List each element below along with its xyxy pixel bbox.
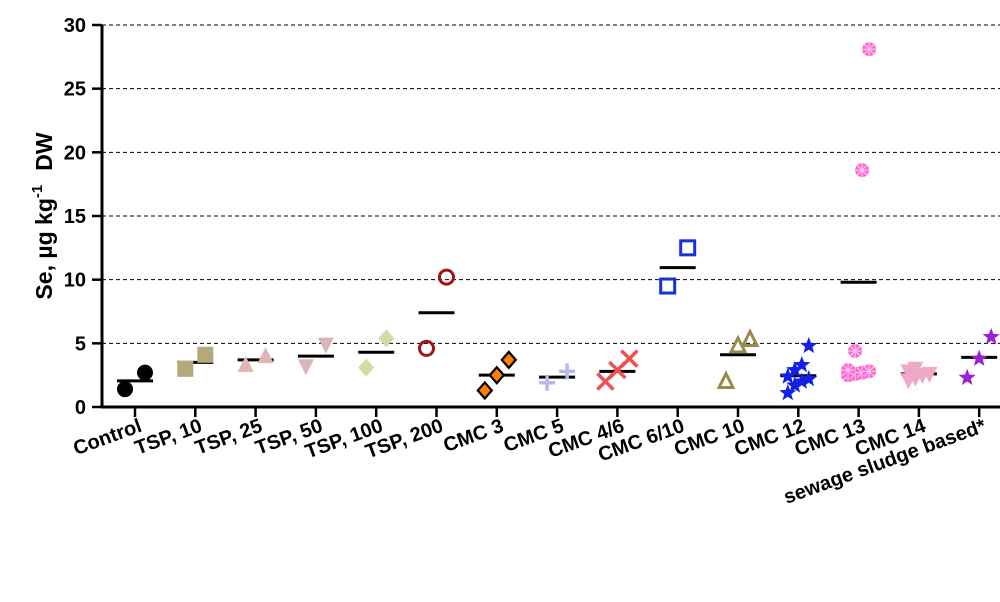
data-point-detail [848,366,863,381]
data-point [418,339,435,357]
y-axis-label-unit: DW [31,132,57,171]
data-point-detail [862,42,877,57]
data-point [476,380,494,401]
y-tick-label: 20 [64,142,86,164]
data-point [740,328,760,348]
data-point [728,334,748,354]
data-point [539,374,556,391]
data-point [848,343,863,358]
data-point [855,163,870,178]
data-point [378,329,395,348]
data-point-detail [855,365,870,380]
data-point-detail [855,163,870,178]
y-axis-label-superscript: -1 [29,185,46,198]
y-tick-label: 30 [64,15,86,37]
data-point [257,347,274,364]
data-point [559,363,576,380]
y-tick-label: 0 [75,397,86,419]
y-tick-label: 10 [64,270,86,292]
grid-lines [102,24,1000,344]
data-point [841,363,856,378]
data-point [659,277,677,295]
data-point [297,359,314,376]
data-point [907,361,924,378]
y-tick-label: 15 [64,206,86,228]
data-point [786,376,804,393]
data-point [488,365,506,385]
y-axis: 0 5 10 15 20 25 30 [64,15,104,419]
data-point [793,355,811,373]
data-point [620,349,639,368]
data-point [438,268,455,286]
data-point [177,360,194,377]
data-point [137,364,153,381]
data-point [500,350,518,370]
data-point [970,349,988,366]
data-point [358,358,375,377]
data-point [982,327,1000,345]
x-tick-label: CMC 3 [441,415,507,457]
data-point [786,361,804,378]
y-tick-label: 5 [75,333,86,355]
data-point [117,381,133,398]
data-point [197,346,214,363]
data-point-detail [862,364,877,379]
data-point [317,337,334,354]
data-point-detail [848,343,863,358]
data-point [862,364,877,379]
data-point [862,42,877,57]
data-point [716,370,736,390]
data-marks [117,42,1000,401]
data-point [800,336,818,354]
data-point-detail [841,363,856,378]
data-point [779,367,797,384]
data-point [237,355,254,372]
y-axis-label-prefix: Se, µg kg [31,198,57,299]
y-axis-label: Se, µg kg-1 DW [29,132,57,299]
data-point [679,239,697,257]
y-tick-label: 25 [64,79,86,101]
data-point [779,383,797,401]
data-point [958,368,976,385]
data-point [921,366,938,383]
data-point [793,372,811,389]
data-point [800,369,818,387]
